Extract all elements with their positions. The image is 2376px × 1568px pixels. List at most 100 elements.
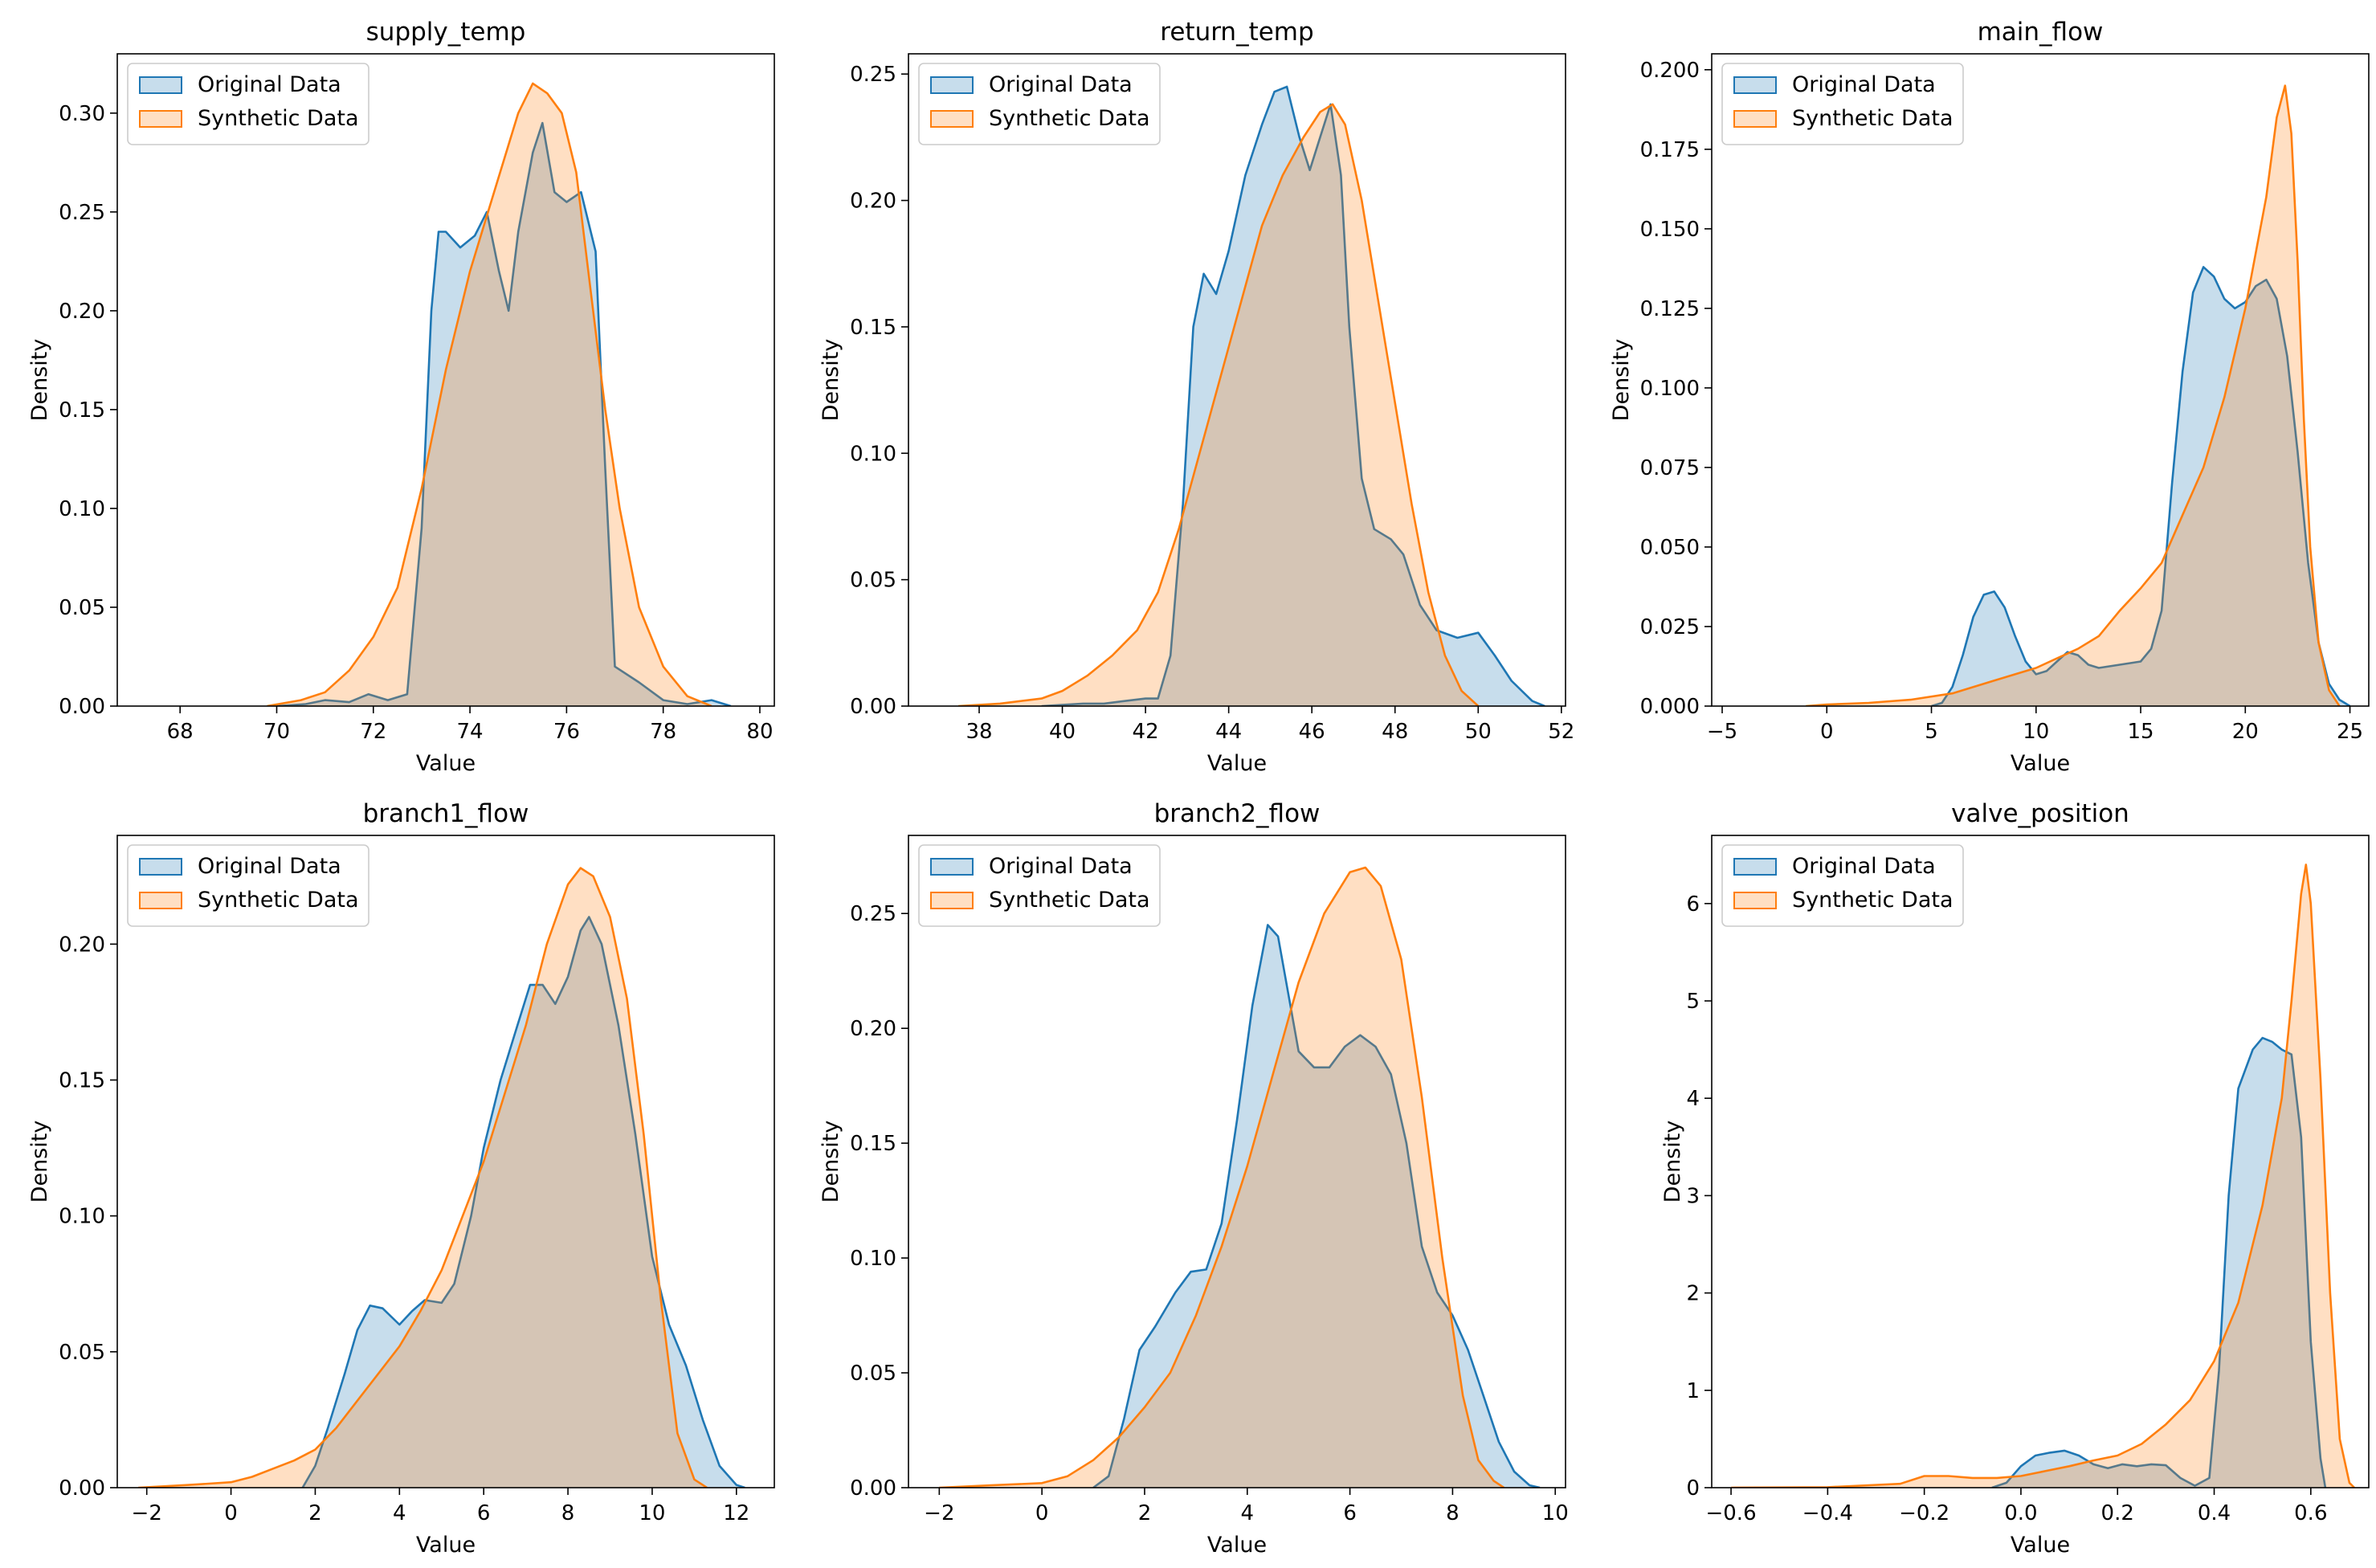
x-axis-label: Value — [416, 1533, 476, 1558]
x-tick-label: −2 — [924, 1501, 954, 1525]
legend-frame — [1721, 844, 1964, 927]
x-axis-label: Value — [416, 751, 476, 776]
legend-swatch-synthetic — [930, 892, 974, 909]
x-tick-label: 0.0 — [2004, 1501, 2037, 1525]
density-line-original — [1092, 924, 1541, 1488]
y-tick-label: 0.10 — [850, 442, 896, 466]
axes-frame — [116, 53, 775, 707]
x-tick-label: 8 — [1446, 1501, 1459, 1525]
legend-label: Synthetic Data — [989, 106, 1150, 131]
x-tick-label: 80 — [746, 720, 773, 744]
y-tick-label: 0.05 — [850, 569, 896, 593]
x-tick-label: 40 — [1049, 720, 1076, 744]
x-tick-label: 78 — [650, 720, 676, 744]
x-axis-label: Value — [1207, 1533, 1267, 1558]
legend: Original Data Synthetic Data — [918, 63, 1161, 145]
y-tick-label: 0.050 — [1640, 536, 1700, 560]
y-tick-label: 0.00 — [850, 1476, 896, 1501]
density-area-original — [302, 917, 745, 1488]
y-tick-label: 0.25 — [59, 201, 105, 225]
x-tick-label: −0.2 — [1899, 1501, 1949, 1525]
density-area-original — [1931, 267, 2350, 706]
subplot-title: branch1_flow — [363, 799, 529, 828]
x-tick-label: 74 — [457, 720, 484, 744]
x-tick-label: 20 — [2232, 720, 2259, 744]
y-tick-label: 3 — [1686, 1184, 1700, 1208]
x-tick-label: 0.2 — [2101, 1501, 2134, 1525]
x-tick-label: 10 — [1542, 1501, 1569, 1525]
density-line-synthetic — [1731, 864, 2355, 1488]
density-area-synthetic — [939, 868, 1504, 1488]
x-tick-label: 0.4 — [2198, 1501, 2231, 1525]
legend-label: Original Data — [1792, 72, 1936, 97]
y-tick-label: 0.00 — [850, 695, 896, 719]
y-axis-label: Density — [819, 1121, 843, 1203]
legend-swatch-original — [930, 858, 974, 876]
y-tick-label: 0.200 — [1640, 59, 1700, 83]
legend-swatch-original — [1733, 858, 1777, 876]
x-tick-label: 68 — [167, 720, 194, 744]
plot-area — [138, 867, 745, 1488]
x-tick-label: 70 — [263, 720, 290, 744]
y-tick-label: 1 — [1686, 1379, 1700, 1403]
legend-label: Synthetic Data — [1792, 106, 1953, 131]
density-area-synthetic — [267, 83, 712, 706]
y-tick-label: 0.100 — [1640, 377, 1700, 401]
axes-frame — [1711, 53, 2370, 707]
plot-area — [939, 866, 1541, 1488]
density-line-original — [1041, 85, 1545, 706]
x-tick-label: 5 — [1925, 720, 1938, 744]
subplot-main_flow: −5 0 5 10 15 20 25 0.000 0.025 0.050 0.075 0.100 0.1… — [1609, 18, 2370, 776]
y-tick-label: 0.10 — [59, 1205, 105, 1229]
x-tick-label: 25 — [2337, 720, 2363, 744]
x-tick-label: 0 — [1035, 1501, 1049, 1525]
density-area-original — [276, 123, 731, 706]
x-axis-label: Value — [2011, 751, 2070, 776]
y-tick-label: 0.150 — [1640, 218, 1700, 242]
legend-swatch-synthetic — [1733, 892, 1777, 909]
y-tick-label: 0.10 — [59, 497, 105, 521]
legend-swatch-original — [139, 858, 182, 876]
y-tick-label: 0.20 — [850, 190, 896, 214]
legend-label: Synthetic Data — [989, 888, 1150, 913]
subplot-branch2_flow: −2 0 2 4 6 8 10 0.00 0.05 0.10 0.15 0.20 0.25 branch2… — [819, 799, 1569, 1558]
y-tick-label: 0.15 — [59, 398, 105, 423]
plot-area — [958, 85, 1545, 706]
subplot-branch1_flow: −2 0 2 4 6 8 10 12 0.00 0.05 0.10 0.15 0.20 branch1_f… — [27, 799, 775, 1558]
x-tick-label: 15 — [2127, 720, 2154, 744]
density-line-original — [301, 916, 745, 1488]
legend-label: Synthetic Data — [198, 888, 359, 913]
axes-frame — [1711, 835, 2370, 1488]
x-tick-label: 6 — [1343, 1501, 1357, 1525]
legend-swatch-synthetic — [930, 110, 974, 128]
density-line-synthetic — [1806, 84, 2341, 706]
legend-label: Original Data — [1792, 854, 1936, 879]
x-tick-label: 42 — [1133, 720, 1159, 744]
legend: Original Data Synthetic Data — [127, 844, 369, 927]
subplot-title: branch2_flow — [1154, 799, 1321, 828]
x-tick-label: 10 — [639, 1501, 665, 1525]
y-tick-label: 6 — [1686, 892, 1700, 917]
density-line-original — [1931, 266, 2351, 706]
y-tick-label: 0.05 — [850, 1362, 896, 1386]
y-tick-label: 0.15 — [850, 1132, 896, 1156]
legend-frame — [918, 63, 1161, 145]
x-tick-label: 0 — [224, 1501, 238, 1525]
legend-swatch-synthetic — [139, 892, 182, 909]
legend-label: Original Data — [198, 854, 341, 879]
y-tick-label: 0.125 — [1640, 297, 1700, 321]
y-tick-label: 0.00 — [59, 1476, 105, 1501]
x-tick-label: 0.6 — [2294, 1501, 2327, 1525]
subplot-title: supply_temp — [366, 18, 526, 47]
y-axis-label: Density — [1609, 339, 1634, 422]
subplot-title: main_flow — [1978, 18, 2104, 47]
legend-swatch-original — [1733, 76, 1777, 94]
legend-frame — [127, 63, 369, 145]
x-tick-label: 8 — [561, 1501, 575, 1525]
plot-area — [1806, 84, 2351, 706]
y-tick-label: 2 — [1686, 1282, 1700, 1306]
density-area-synthetic — [138, 868, 708, 1488]
y-tick-label: 0.30 — [59, 102, 105, 126]
x-tick-label: 4 — [1241, 1501, 1255, 1525]
density-line-original — [276, 121, 732, 706]
